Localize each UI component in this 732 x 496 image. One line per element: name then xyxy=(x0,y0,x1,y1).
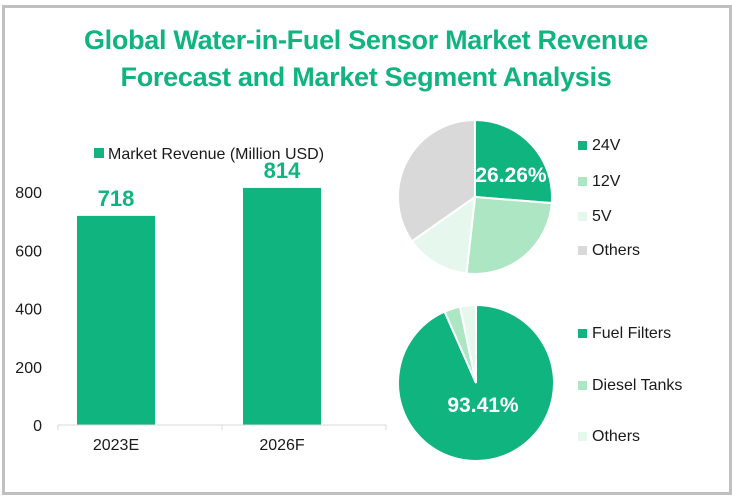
bar-2023e xyxy=(77,215,155,425)
bars: 718 814 xyxy=(77,158,321,425)
legend-label: 24V xyxy=(592,137,621,154)
voltage-pie-legend: 24V 12V 5V Others xyxy=(578,137,640,259)
bar-legend-label: Market Revenue (Million USD) xyxy=(108,146,324,163)
pie-slice-24v xyxy=(474,118,553,205)
y-tick-label: 0 xyxy=(33,418,42,435)
legend-swatch xyxy=(578,212,587,221)
legend-swatch xyxy=(578,177,587,186)
x-axis-ticks: 2023E 2026F xyxy=(57,425,387,454)
pie-slice-others xyxy=(397,118,476,243)
x-tick-label: 2026F xyxy=(259,437,305,454)
legend-label: Fuel Filters xyxy=(592,325,671,342)
bar-legend-swatch xyxy=(94,148,104,158)
bar-data-label: 718 xyxy=(98,186,135,211)
pie-slice-others xyxy=(458,303,477,384)
legend-label: Diesel Tanks xyxy=(592,377,682,394)
legend-swatch xyxy=(578,246,587,255)
y-tick-label: 200 xyxy=(15,360,42,377)
legend-label: Others xyxy=(592,242,640,259)
bar-chart: Market Revenue (Million USD) 0 200 400 600 8… xyxy=(15,146,387,454)
legend-label: 5V xyxy=(592,208,612,225)
pie-slice-5v xyxy=(410,194,477,275)
pie-slice-12v xyxy=(465,195,553,275)
title-line-1: Global Water-in-Fuel Sensor Market Reven… xyxy=(83,25,649,55)
voltage-pie-chart: 26.26% xyxy=(397,118,553,275)
y-tick-label: 600 xyxy=(15,243,42,260)
legend-swatch xyxy=(578,141,587,150)
bar-data-label: 814 xyxy=(264,158,301,183)
legend-label: 12V xyxy=(592,173,621,190)
chart-frame xyxy=(2,5,732,495)
title-line-2: Forecast and Market Segment Analysis xyxy=(120,62,612,92)
pie-data-label: 93.41% xyxy=(447,394,519,417)
pie-data-label: 26.26% xyxy=(475,164,547,187)
y-tick-label: 400 xyxy=(15,302,42,319)
application-pie-legend: Fuel Filters Diesel Tanks Others xyxy=(578,325,682,445)
application-pie-chart: 93.41% xyxy=(397,303,555,462)
x-tick-label: 2023E xyxy=(93,437,139,454)
legend-swatch xyxy=(578,329,587,338)
legend-label: Others xyxy=(592,428,640,445)
legend-swatch xyxy=(578,381,587,390)
legend-swatch xyxy=(578,432,587,441)
bar-2026f xyxy=(243,187,321,425)
y-tick-label: 800 xyxy=(15,185,42,202)
y-axis-ticks: 0 200 400 600 800 xyxy=(15,185,42,435)
chart-title: Global Water-in-Fuel Sensor Market Reven… xyxy=(0,22,732,96)
bar-legend: Market Revenue (Million USD) xyxy=(94,146,324,163)
